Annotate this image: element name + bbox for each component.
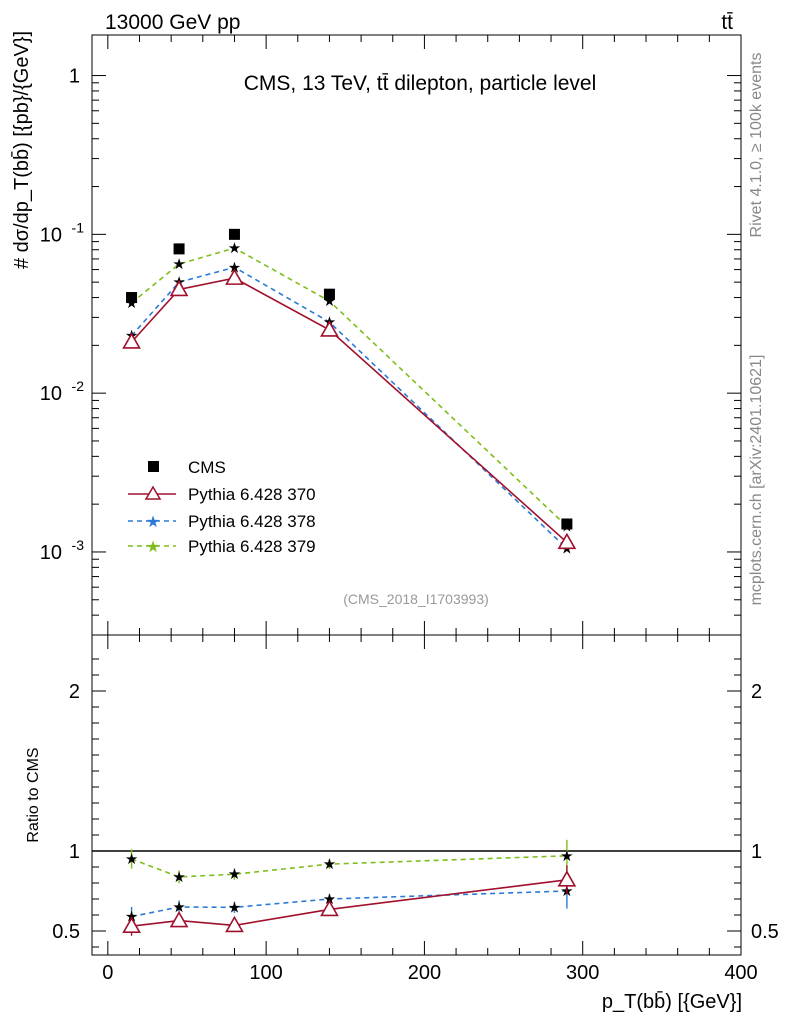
x-axis-label: p_T(bb̄) [{GeV}] (602, 990, 742, 1013)
main-data-point (126, 292, 138, 304)
ratio-y-tick-label-right: 0.5 (751, 921, 779, 943)
ratio-data-point (225, 915, 244, 933)
ratio-panel: 0.5 0.5 1 1 2 2 0 100 200 300 400 Ratio to CMS p_… (25, 634, 779, 1013)
ratio-y-tick-label-left: 0.5 (52, 921, 80, 943)
main-data-point (173, 243, 185, 255)
x-tick-label: 200 (408, 962, 441, 984)
ratio-data-point: ★ (172, 869, 185, 886)
ratio-data-point: ★ (172, 899, 185, 916)
main-series-group: ★★★★★★★★★★ (122, 228, 577, 558)
ratio-data-point (320, 899, 339, 917)
x-tick-label: 100 (249, 962, 282, 984)
main-panel: 1 10-1 10-2 10-3 CMS, 13 TeV, tt̄ dilepton,… (10, 31, 742, 636)
main-y-axis-label: # dσ/dp_T(bb̄) [{pb}/{GeV}] (10, 31, 33, 269)
main-data-point: ★ (172, 256, 185, 273)
main-data-point: ★ (228, 240, 241, 257)
ratio-data-point (122, 916, 141, 933)
main-y-tick-label: 1 (69, 66, 80, 88)
ratio-series-line (131, 879, 567, 927)
legend: CMS Pythia 6.428 370 ★ Pythia 6.428 378 … (128, 458, 316, 556)
main-series-line (130, 266, 568, 550)
legend-378-marker: ★ (146, 514, 160, 531)
main-plot-title: CMS, 13 TeV, tt̄ dilepton, particle leve… (244, 72, 597, 95)
legend-379-marker: ★ (146, 539, 160, 556)
legend-378-label: Pythia 6.428 378 (188, 512, 316, 531)
ratio-y-tick-label-right: 1 (751, 841, 762, 863)
main-y-tick-exponent: -1 (72, 219, 85, 235)
ratio-data-point (169, 910, 189, 928)
ratio-y-axis-label: Ratio to CMS (25, 747, 42, 842)
ratio-plot-frame (91, 634, 742, 956)
main-y-tick-label: 10 -1 (40, 219, 84, 246)
ratio-y-tick-label-left: 2 (69, 681, 80, 703)
ratio-data-point: ★ (560, 848, 573, 865)
main-data-point (557, 532, 577, 550)
main-data-point: ★ (228, 259, 241, 276)
main-data-point (122, 332, 141, 349)
x-tick-label: 400 (724, 962, 757, 984)
legend-379-label: Pythia 6.428 379 (188, 537, 316, 556)
ratio-data-point: ★ (228, 899, 241, 916)
ratio-series-line (131, 855, 567, 878)
rivet-version-label: Rivet 4.1.0, ≥ 100k events (748, 53, 765, 238)
analysis-watermark: (CMS_2018_I1703993) (343, 591, 489, 607)
main-series-line (131, 247, 568, 527)
ratio-data-point: ★ (125, 851, 138, 868)
main-data-point (561, 518, 573, 530)
main-data-point (323, 288, 335, 300)
main-y-tick-label: 10 -3 (40, 537, 84, 564)
ratio-data-point (557, 870, 577, 887)
main-y-tick-exponent: -3 (72, 537, 85, 553)
ratio-y-ticks: 0.5 0.5 1 1 2 2 (52, 658, 779, 948)
x-tick-label: 0 (102, 962, 113, 984)
ratio-x-ticks: 0 100 200 300 400 (102, 635, 758, 984)
ratio-y-tick-label-right: 2 (751, 681, 762, 703)
ratio-series-group: ★★★★★★★★★★ (122, 839, 577, 936)
main-data-point (228, 228, 240, 240)
x-tick-label: 300 (566, 962, 599, 984)
ratio-data-point: ★ (323, 856, 336, 873)
legend-370-marker (144, 485, 162, 500)
main-data-point (225, 268, 244, 285)
mcplots-label: mcplots.cern.ch [arXiv:2401.10621] (748, 355, 765, 606)
header-left-label: 13000 GeV pp (105, 11, 240, 34)
ratio-y-tick-label-left: 1 (69, 841, 80, 863)
ratio-data-point: ★ (323, 891, 336, 908)
main-data-point (320, 320, 339, 337)
main-y-tick-label: 10 -2 (40, 378, 84, 405)
main-y-tick-exponent: -2 (72, 378, 85, 394)
header-right-label: tt̄ (721, 11, 733, 34)
main-data-point (169, 279, 189, 297)
main-x-ticks (107, 35, 742, 635)
ratio-data-point: ★ (228, 866, 241, 883)
ratio-series-line (131, 890, 567, 918)
legend-cms-label: CMS (188, 458, 226, 477)
legend-370-label: Pythia 6.428 370 (188, 485, 316, 504)
legend-cms-marker (148, 461, 159, 472)
